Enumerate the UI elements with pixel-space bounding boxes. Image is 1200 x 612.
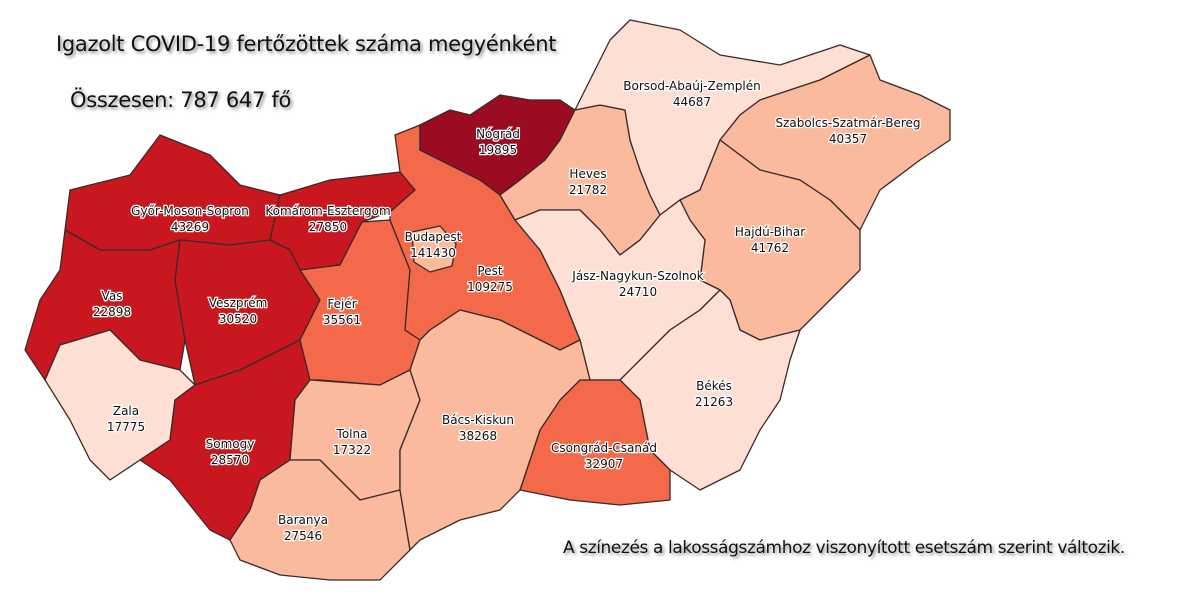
map-title: Igazolt COVID-19 fertőzöttek száma megyé… — [56, 32, 557, 56]
county-name-label: Győr-Moson-Sopron — [131, 204, 249, 218]
county-name-label: Hajdú-Bihar — [735, 225, 805, 239]
county-case-count: 17775 — [107, 420, 145, 434]
county-case-count: 21263 — [695, 395, 733, 409]
county-case-count: 28570 — [211, 453, 249, 467]
total-count: Összesen: 787 647 fő — [70, 88, 292, 112]
county-case-count: 24710 — [619, 285, 657, 299]
county-name-label: Budapest — [405, 230, 462, 244]
county-budapest — [411, 225, 457, 273]
county-name-label: Vas — [102, 289, 123, 303]
county-name-label: Baranya — [278, 513, 328, 527]
county-name-label: Szabolcs-Szatmár-Bereg — [775, 116, 920, 130]
county-case-count: 17322 — [333, 443, 371, 457]
county-name-label: Komárom-Esztergom — [265, 204, 390, 218]
county-name-label: Nógrád — [476, 127, 520, 141]
county-case-count: 109275 — [467, 280, 513, 294]
county-case-count: 43269 — [171, 220, 209, 234]
county-name-label: Heves — [569, 167, 606, 181]
county-case-count: 27850 — [309, 220, 347, 234]
coloring-note: A színezés a lakosságszámhoz viszonyítot… — [563, 538, 1125, 558]
county-name-label: Somogy — [206, 437, 255, 451]
county-name-label: Zala — [113, 404, 139, 418]
county-name-label: Borsod-Abaúj-Zemplén — [623, 79, 760, 93]
county-case-count: 19895 — [479, 143, 517, 157]
county-case-count: 141430 — [410, 246, 456, 260]
county-name-label: Csongrád-Csanád — [551, 441, 657, 455]
county-case-count: 30520 — [219, 312, 257, 326]
county-bekes — [619, 289, 801, 491]
county-name-label: Jász-Nagykun-Szolnok — [571, 269, 703, 283]
county-szabolcs-szatmar-bereg — [719, 54, 951, 231]
county-case-count: 44687 — [673, 95, 711, 109]
county-case-count: 38268 — [459, 429, 497, 443]
county-case-count: 41762 — [751, 241, 789, 255]
county-name-label: Békés — [696, 379, 732, 393]
county-name-label: Veszprém — [209, 296, 268, 310]
county-name-label: Pest — [477, 264, 502, 278]
county-case-count: 32907 — [585, 457, 623, 471]
county-case-count: 27546 — [284, 529, 322, 543]
county-case-count: 35561 — [323, 313, 361, 327]
county-case-count: 40357 — [829, 132, 867, 146]
county-case-count: 21782 — [569, 183, 607, 197]
county-bacs-kiskun — [399, 309, 591, 551]
county-name-label: Fejér — [327, 297, 356, 311]
county-name-label: Tolna — [336, 427, 368, 441]
county-case-count: 22898 — [93, 305, 131, 319]
county-name-label: Bács-Kiskun — [442, 413, 514, 427]
